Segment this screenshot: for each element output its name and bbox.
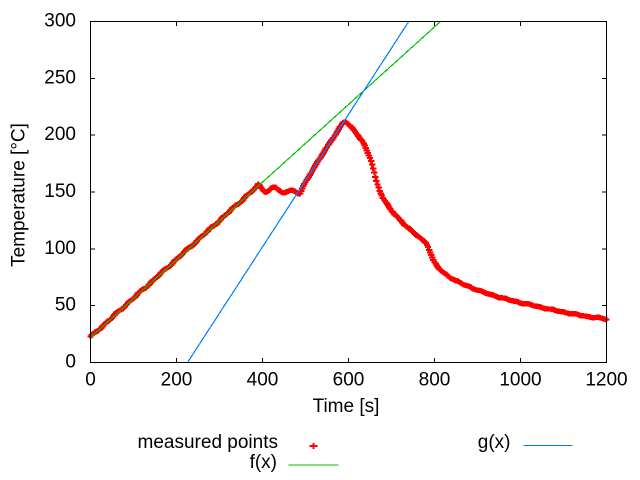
svg-text:200: 200 [161, 370, 193, 391]
svg-text:600: 600 [333, 370, 365, 391]
svg-text:Temperature [°C]: Temperature [°C] [9, 123, 30, 267]
svg-text:100: 100 [44, 238, 76, 259]
svg-text:800: 800 [419, 370, 451, 391]
svg-text:measured points: measured points [138, 432, 278, 453]
svg-text:150: 150 [44, 181, 76, 202]
svg-text:Time [s]: Time [s] [313, 396, 380, 417]
svg-text:50: 50 [55, 295, 76, 316]
svg-text:300: 300 [44, 11, 76, 32]
svg-text:250: 250 [44, 67, 76, 88]
svg-text:1200: 1200 [585, 370, 627, 391]
svg-text:200: 200 [44, 124, 76, 145]
svg-text:f(x): f(x) [250, 452, 277, 473]
svg-text:400: 400 [247, 370, 279, 391]
svg-text:g(x): g(x) [478, 432, 511, 453]
svg-text:0: 0 [65, 352, 76, 373]
svg-text:0: 0 [85, 370, 96, 391]
svg-text:1000: 1000 [499, 370, 541, 391]
